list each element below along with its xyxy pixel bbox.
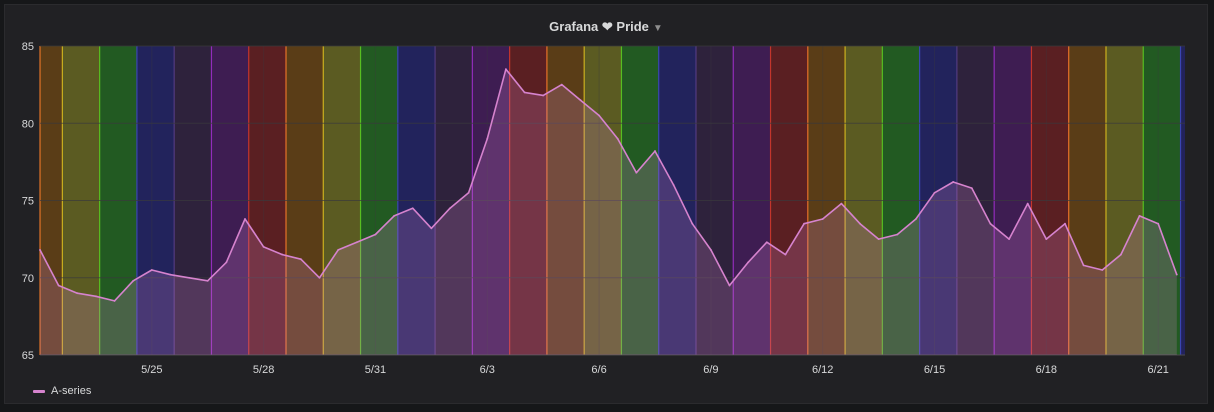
panel-title-text: Grafana ❤ Pride — [549, 19, 649, 34]
series-area-a-series — [40, 69, 1177, 355]
data-point — [933, 191, 936, 194]
data-point — [505, 68, 507, 71]
chart-plot: 65 70 75 80 85 5/25 5/28 5/31 6/3 6/6 6/9 6/12 6/15… — [22, 41, 1185, 376]
data-point — [691, 222, 694, 225]
data-point — [449, 207, 451, 210]
legend-swatch-a-series — [33, 389, 45, 393]
data-point — [467, 191, 470, 194]
data-point — [542, 94, 545, 97]
data-point — [914, 218, 917, 220]
series-layer — [39, 68, 1178, 355]
x-tick-label: 6/3 — [480, 364, 495, 376]
caret-down-icon: ▼ — [652, 23, 663, 34]
graph-panel: Grafana ❤ Pride ▼ 65 70 75 80 85 5/25 5/28 5/31… — [4, 4, 1208, 404]
data-point — [952, 181, 955, 183]
x-tick-label: 5/28 — [253, 364, 274, 376]
panel-title[interactable]: Grafana ❤ Pride ▼ — [5, 19, 1207, 35]
data-point — [765, 241, 768, 244]
data-point — [430, 227, 433, 230]
data-point — [728, 284, 731, 287]
data-point — [859, 222, 861, 225]
x-tick-label: 6/9 — [703, 364, 718, 376]
data-point — [877, 238, 880, 241]
data-point — [616, 137, 619, 140]
data-point — [579, 99, 582, 101]
data-point — [1101, 269, 1104, 271]
x-tick-label: 5/25 — [141, 364, 162, 376]
data-point — [523, 91, 526, 94]
data-point — [1119, 253, 1122, 256]
data-point — [1082, 264, 1085, 267]
data-point — [150, 269, 153, 271]
data-point — [132, 279, 135, 282]
data-point — [300, 258, 302, 261]
data-point — [1175, 273, 1178, 276]
x-axis: 5/25 5/28 5/31 6/3 6/6 6/9 6/12 6/15 6/18 6/21 — [141, 364, 1169, 376]
x-tick-label: 6/12 — [812, 364, 833, 376]
data-point — [169, 273, 172, 276]
y-tick-label: 85 — [22, 41, 34, 53]
data-point — [821, 218, 824, 220]
x-tick-label: 6/18 — [1036, 364, 1057, 376]
legend: A-series — [33, 385, 91, 397]
data-point — [318, 276, 321, 279]
data-point — [747, 261, 750, 264]
data-point — [1008, 238, 1010, 241]
data-point — [560, 83, 563, 86]
data-point — [1064, 222, 1066, 225]
data-point — [188, 276, 190, 279]
data-point — [654, 150, 656, 152]
data-point — [262, 245, 265, 248]
data-point — [206, 279, 209, 282]
data-point — [113, 300, 116, 302]
data-point — [225, 261, 228, 264]
y-tick-label: 80 — [22, 118, 34, 130]
series-line-a-series — [39, 68, 1178, 302]
data-point — [784, 253, 787, 256]
data-point — [896, 233, 899, 236]
data-point — [355, 241, 358, 244]
data-point — [486, 137, 489, 140]
data-point — [374, 233, 377, 236]
data-point — [672, 184, 675, 186]
data-point — [840, 202, 843, 205]
x-tick-label: 6/21 — [1147, 364, 1168, 376]
x-tick-label: 5/31 — [365, 364, 386, 376]
data-point — [1026, 202, 1029, 205]
x-tick-label: 6/15 — [924, 364, 945, 376]
x-tick-label: 6/6 — [591, 364, 606, 376]
y-axis: 65 70 75 80 85 — [22, 41, 34, 362]
legend-label-a-series[interactable]: A-series — [51, 385, 92, 397]
y-tick-label: 75 — [22, 196, 34, 208]
data-point — [39, 249, 41, 251]
data-point — [95, 295, 97, 298]
data-point — [393, 215, 395, 217]
data-point — [970, 187, 973, 190]
y-tick-label: 70 — [22, 273, 34, 285]
data-point — [76, 292, 79, 295]
data-point — [244, 218, 246, 220]
data-point — [1045, 238, 1048, 241]
data-point — [57, 284, 60, 287]
data-point — [1157, 222, 1160, 225]
data-point — [1138, 215, 1141, 217]
data-point — [337, 249, 340, 251]
data-point — [635, 171, 638, 174]
data-point — [281, 253, 284, 256]
grid-lines — [40, 45, 1185, 356]
data-point — [989, 222, 992, 225]
data-point — [709, 249, 712, 251]
y-tick-label: 65 — [22, 350, 34, 362]
data-point — [411, 207, 414, 210]
data-point — [598, 114, 600, 117]
data-point — [803, 222, 805, 225]
